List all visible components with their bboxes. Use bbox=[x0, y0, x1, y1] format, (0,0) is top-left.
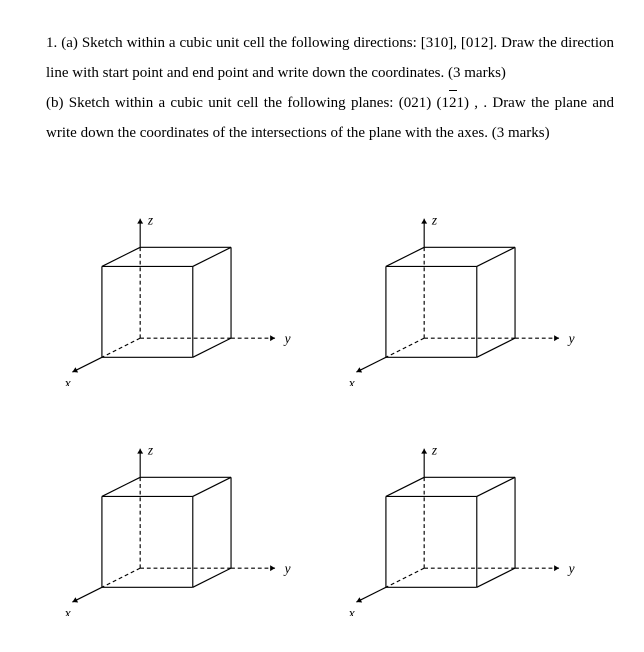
cube-1: y z x bbox=[58, 166, 318, 386]
cube-3: y z x bbox=[58, 396, 318, 616]
plane2-bar: 2 bbox=[449, 88, 457, 118]
part-b-prefix: (b) Sketch within a cubic unit cell the … bbox=[46, 95, 431, 111]
svg-text:y: y bbox=[283, 331, 291, 346]
svg-text:z: z bbox=[147, 212, 154, 227]
svg-text:y: y bbox=[567, 331, 575, 346]
cube-4: y z x bbox=[342, 396, 602, 616]
svg-text:z: z bbox=[147, 442, 154, 457]
svg-text:x: x bbox=[348, 605, 355, 616]
svg-text:x: x bbox=[348, 375, 355, 386]
cube-grid: y z x y z x y z x y z x bbox=[46, 166, 614, 616]
svg-text:y: y bbox=[567, 561, 575, 576]
svg-text:x: x bbox=[64, 375, 71, 386]
plane2-close: 1) , bbox=[457, 95, 479, 111]
svg-text:y: y bbox=[283, 561, 291, 576]
question-part-b: (b) Sketch within a cubic unit cell the … bbox=[46, 88, 614, 148]
plane2-open: (1 bbox=[437, 95, 450, 111]
question-part-a: 1. (a) Sketch within a cubic unit cell t… bbox=[46, 28, 614, 88]
cube-2: y z x bbox=[342, 166, 602, 386]
svg-text:z: z bbox=[431, 212, 438, 227]
svg-text:z: z bbox=[431, 442, 438, 457]
svg-text:x: x bbox=[64, 605, 71, 616]
